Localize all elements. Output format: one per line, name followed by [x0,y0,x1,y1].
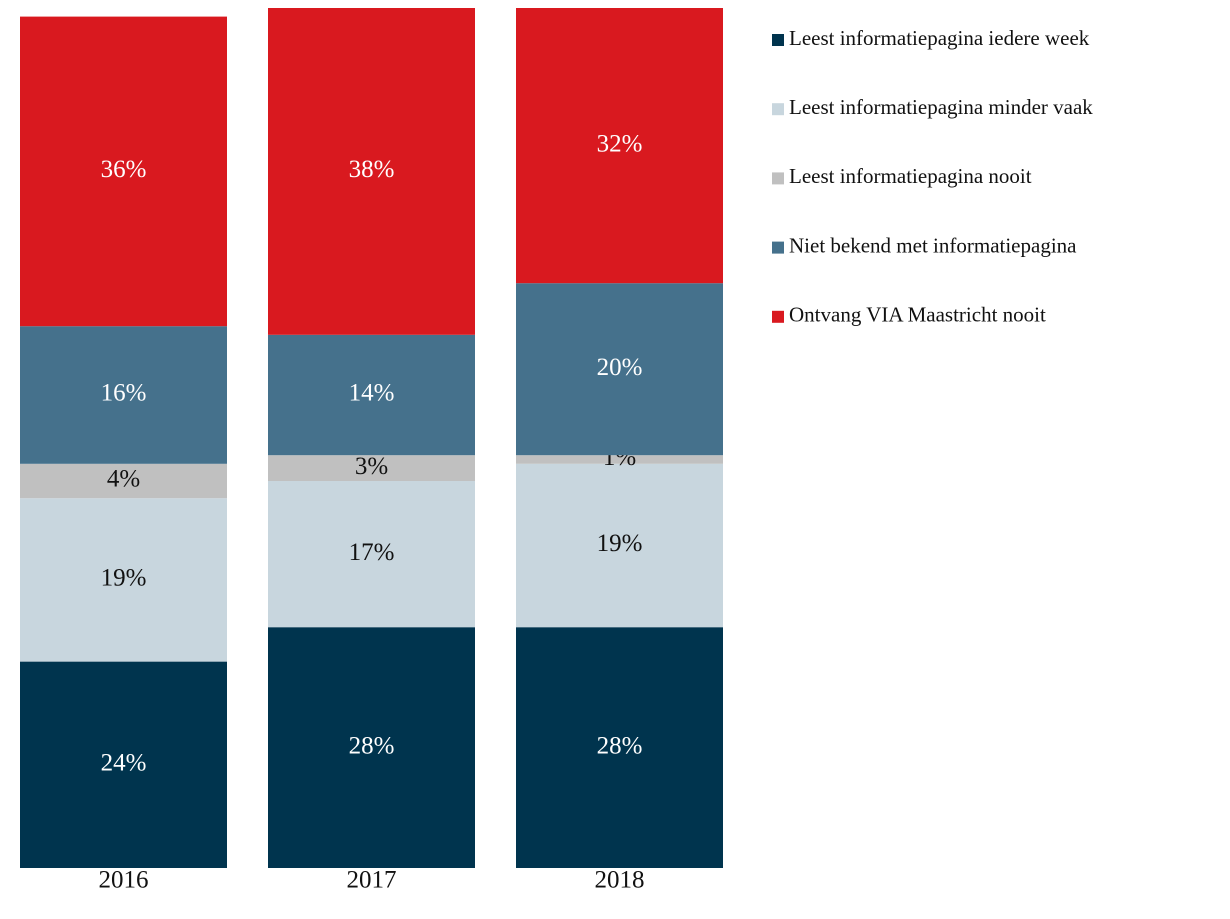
value-label: 16% [101,380,147,407]
value-label: 36% [101,156,147,183]
legend-label: Leest informatiepagina minder vaak [789,95,1093,119]
value-label: 3% [355,453,388,480]
legend-swatch [772,310,784,323]
legend-swatch [772,241,784,254]
legend-label: Leest informatiepagina nooit [789,164,1032,188]
bar-segment [268,8,475,335]
legend-label: Ontvang VIA Maastricht nooit [789,303,1046,327]
bar-segment [20,498,227,662]
value-label: 14% [349,380,395,407]
value-label: 19% [597,530,643,557]
bar-segment [268,455,475,481]
bar-segment [516,627,723,868]
bar-segment [268,627,475,868]
bar-segment [20,661,227,868]
legend-swatch [772,103,784,116]
x-tick-label: 2016 [99,867,149,894]
x-tick-label: 2017 [347,867,397,894]
legend-label: Niet bekend met informatiepagina [789,233,1077,257]
legend-swatch [772,172,784,185]
legend-swatch [772,34,784,46]
value-label: 20% [597,354,643,381]
bar-segment [516,283,723,456]
value-label: 17% [349,539,395,566]
bar-segment [268,481,475,628]
bar-segment [516,8,723,284]
value-label: 4% [107,466,140,493]
bar-segment [20,326,227,464]
value-label: 24% [101,750,147,777]
bar-segment [516,463,723,628]
value-label: 28% [349,732,395,759]
value-label: 19% [101,565,147,592]
bar-segment [20,463,227,499]
bar-segment [516,455,723,464]
value-label: 38% [349,156,395,183]
x-tick-label: 2018 [595,867,645,894]
bar-segment [268,334,475,456]
bar-segment [20,16,227,327]
value-label: 28% [597,732,643,759]
legend-label: Leest informatiepagina iedere week [789,26,1090,50]
value-label: 32% [597,130,643,157]
